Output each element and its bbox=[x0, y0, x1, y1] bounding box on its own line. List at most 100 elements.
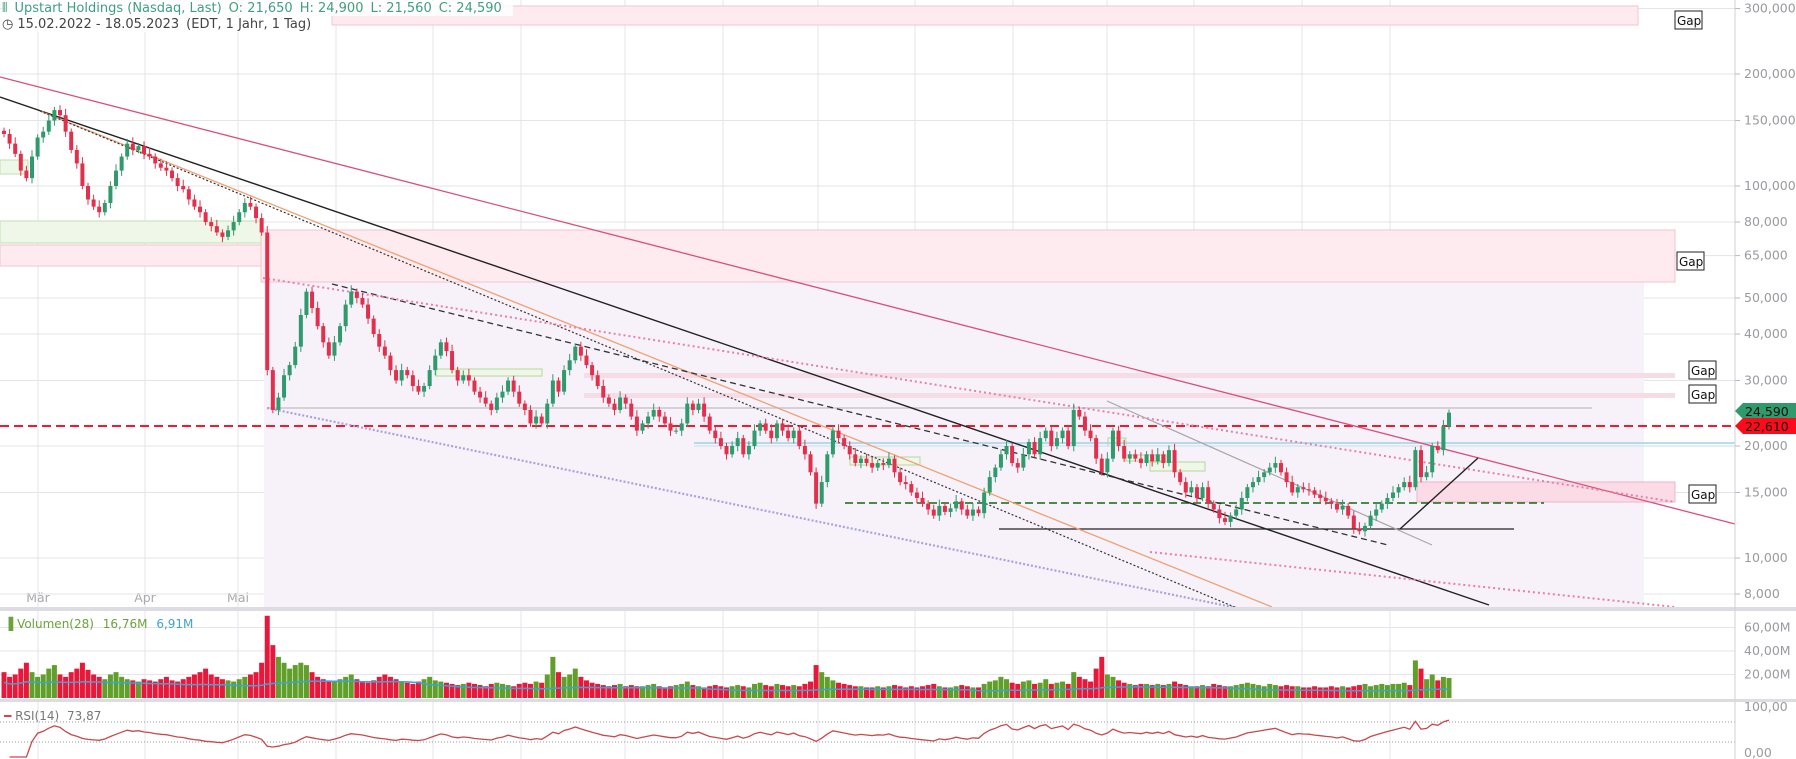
candle-body bbox=[982, 492, 987, 514]
candle-body bbox=[455, 370, 460, 381]
candle bbox=[1301, 482, 1306, 493]
candle-body bbox=[461, 375, 466, 381]
trendline-magenta[interactable] bbox=[0, 76, 1736, 525]
candle bbox=[478, 386, 483, 403]
candle bbox=[937, 499, 942, 521]
chart-settings[interactable]: (EDT, 1 Jahr, 1 Tag) bbox=[186, 17, 312, 32]
candle-body bbox=[528, 409, 533, 424]
volume-bar bbox=[387, 676, 393, 698]
volume-bar bbox=[410, 683, 416, 698]
volume-bar bbox=[1121, 682, 1127, 698]
candle bbox=[52, 106, 57, 126]
candle bbox=[528, 405, 533, 427]
candle bbox=[18, 150, 23, 176]
candle bbox=[46, 114, 51, 135]
gap-zone-15 bbox=[1416, 481, 1676, 503]
candle bbox=[192, 194, 197, 210]
candle bbox=[1278, 459, 1283, 476]
volume-bar bbox=[1043, 679, 1049, 698]
candle bbox=[1021, 447, 1026, 471]
candle-body bbox=[69, 131, 74, 150]
gap-label: Gap bbox=[1688, 384, 1717, 404]
volume-bar bbox=[583, 680, 589, 698]
volume-bar bbox=[611, 685, 617, 698]
candle-body bbox=[1374, 509, 1379, 516]
candle bbox=[1250, 477, 1255, 493]
candle bbox=[1273, 456, 1278, 473]
volume-bar bbox=[920, 686, 926, 698]
candle bbox=[270, 366, 275, 414]
date-range[interactable]: 15.02.2022 - 18.05.2023 bbox=[17, 17, 180, 32]
candle-body bbox=[1402, 482, 1407, 488]
candle-body bbox=[158, 163, 163, 168]
candle bbox=[91, 194, 96, 210]
candle bbox=[853, 447, 858, 467]
candle bbox=[998, 449, 1003, 471]
trendline-black-dashed[interactable] bbox=[331, 283, 1389, 546]
channel-top-pink-dotted[interactable] bbox=[262, 277, 1676, 503]
candle-body bbox=[220, 232, 225, 237]
volume-bar bbox=[477, 685, 483, 698]
volume-bar bbox=[158, 679, 164, 698]
price-axis[interactable]: 300,000 200,000 150,000 100,000 80,000 65,000… bbox=[1735, 1, 1796, 759]
rsi-label[interactable]: RSI(14) bbox=[15, 709, 60, 723]
candle bbox=[819, 475, 824, 507]
channel-bottom-lavender[interactable] bbox=[266, 406, 1238, 610]
instrument-title[interactable]: Upstart Holdings (Nasdaq, Last) bbox=[14, 1, 222, 16]
candle-body bbox=[343, 304, 348, 327]
candle-body bbox=[1262, 472, 1267, 478]
candle-body bbox=[7, 133, 12, 144]
rsi-legend: ━ RSI(14) 73,87 bbox=[4, 709, 101, 723]
candle bbox=[735, 431, 740, 452]
candle-body bbox=[1362, 525, 1367, 532]
volume-bar bbox=[365, 682, 371, 698]
trendline-orange[interactable] bbox=[39, 110, 1273, 608]
candle-body bbox=[1424, 472, 1429, 478]
candle-body bbox=[80, 163, 85, 186]
candle-body bbox=[63, 115, 68, 132]
panel-divider[interactable] bbox=[0, 607, 1796, 611]
panel-divider[interactable] bbox=[0, 699, 1796, 702]
candle bbox=[1116, 425, 1121, 452]
volume-bar bbox=[96, 676, 102, 698]
candle bbox=[1245, 483, 1250, 502]
candle-body bbox=[702, 403, 707, 417]
rsi-tick-label: 0,00 bbox=[1744, 745, 1772, 759]
candle-body bbox=[998, 454, 1003, 468]
candle bbox=[276, 392, 281, 416]
volume-label[interactable]: Volumen(28) bbox=[17, 617, 94, 631]
candle bbox=[550, 374, 555, 407]
candle bbox=[534, 410, 539, 429]
volume-bar bbox=[516, 683, 522, 698]
volume-bar bbox=[987, 681, 993, 698]
candle bbox=[489, 400, 494, 416]
volume-bar bbox=[914, 687, 920, 698]
candle bbox=[702, 397, 707, 422]
candle-body bbox=[511, 380, 516, 392]
candle-body bbox=[1334, 503, 1339, 510]
candle-body bbox=[713, 430, 718, 439]
candle-body bbox=[237, 212, 242, 223]
candle-body bbox=[1178, 472, 1183, 483]
trendline-rising-black[interactable] bbox=[1399, 457, 1479, 530]
price-tick-label: 15,000 bbox=[1744, 484, 1788, 499]
volume-bar bbox=[1300, 687, 1306, 698]
volume-bar bbox=[964, 686, 970, 698]
volume-bar bbox=[847, 685, 853, 698]
candle-body bbox=[466, 375, 471, 381]
candle bbox=[668, 417, 673, 436]
price-tick-label: 50,000 bbox=[1744, 290, 1788, 305]
volume-bar bbox=[623, 686, 629, 698]
candle-body bbox=[640, 423, 645, 431]
volume-bar bbox=[169, 680, 175, 698]
volume-bar bbox=[690, 685, 696, 698]
trendline-black[interactable] bbox=[0, 96, 1490, 606]
candle bbox=[1172, 443, 1177, 478]
volume-bar bbox=[376, 676, 382, 698]
candle bbox=[1150, 449, 1155, 467]
volume-bar bbox=[852, 686, 858, 698]
candle bbox=[416, 379, 421, 395]
volume-bar bbox=[264, 615, 270, 698]
price-tick-label: 40,000 bbox=[1744, 326, 1788, 341]
